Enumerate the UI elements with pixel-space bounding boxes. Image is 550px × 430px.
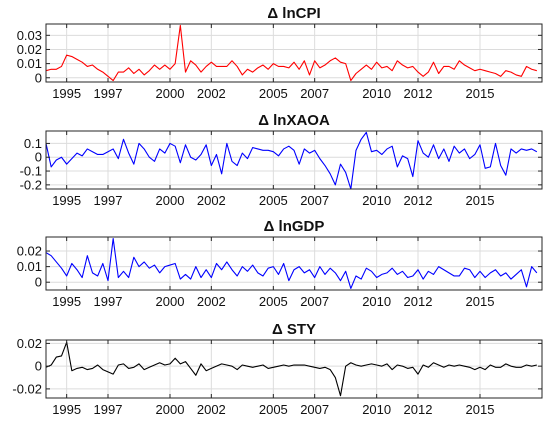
x-tick-label: 2015 [466, 86, 495, 101]
y-tick-label: -0.02 [12, 381, 42, 396]
chart-panel-4: Δ STY -0.02 0 0.02 1995 1997 2000 2002 2005 2007 2… [12, 321, 543, 417]
x-tick-label: 2007 [300, 193, 329, 208]
x-tick-label: 2007 [300, 402, 329, 417]
x-tick-label: 1997 [94, 402, 123, 417]
series-line [45, 131, 538, 190]
x-tick-label: 2015 [466, 294, 495, 309]
panel-title: Δ lnXAOA [258, 112, 330, 129]
y-tick-label: 0.1 [24, 136, 42, 151]
x-tick-label: 2010 [362, 402, 391, 417]
y-tick-label: 0.01 [17, 56, 42, 71]
chart-panel-1: Δ lnCPI 00.010.020.03 1995 1997 2000 2002 2005… [17, 5, 543, 101]
x-tick-label: 2002 [197, 402, 226, 417]
panel-title: Δ lnCPI [267, 5, 320, 22]
y-tick-label: 0.03 [17, 28, 42, 43]
y-tick-label: 0 [35, 150, 42, 165]
series-line [45, 341, 537, 397]
x-tick-label: 1997 [94, 294, 123, 309]
plot-frame [45, 130, 543, 190]
y-tick-label: 0.01 [17, 259, 42, 274]
y-tick-label: 0 [35, 70, 42, 85]
x-tick-label: 2010 [362, 86, 391, 101]
x-tick-label: 2012 [404, 294, 433, 309]
series-line [45, 24, 537, 82]
x-tick-label: 2007 [300, 294, 329, 309]
x-tick-label: 2005 [259, 86, 288, 101]
x-tick-label: 2000 [156, 86, 185, 101]
x-tick-label: 2015 [466, 193, 495, 208]
y-tick-label: -0.2 [20, 177, 42, 192]
chart-panel-3: Δ lnGDP 00.010.02 1995 1997 2000 2002 2005 2007… [17, 218, 543, 309]
x-tick-label: 2000 [156, 193, 185, 208]
x-tick-label: 2012 [404, 86, 433, 101]
x-tick-label: 2007 [300, 86, 329, 101]
x-tick-label: 2012 [404, 193, 433, 208]
y-tick-label: 0.02 [17, 42, 42, 57]
series-line [45, 238, 538, 289]
y-tick-label: 0 [35, 275, 42, 290]
x-tick-label: 2002 [197, 86, 226, 101]
x-tick-label: 1995 [52, 86, 81, 101]
y-tick-label: 0.02 [17, 244, 42, 259]
x-tick-label: 2000 [156, 402, 185, 417]
chart-panel-2: Δ lnXAOA -0.2-0.100.1 1995 1997 2000 2002 2005… [20, 112, 543, 208]
x-tick-label: 2010 [362, 294, 391, 309]
x-tick-label: 1997 [94, 86, 123, 101]
x-tick-label: 2005 [259, 294, 288, 309]
y-tick-label: -0.1 [20, 164, 42, 179]
x-tick-label: 1995 [52, 193, 81, 208]
x-tick-label: 2010 [362, 193, 391, 208]
x-tick-label: 2005 [259, 402, 288, 417]
y-tick-label: 0.02 [17, 336, 42, 351]
plot-frame [45, 339, 543, 399]
y-tick-label: 0 [35, 359, 42, 374]
x-tick-label: 2012 [404, 402, 433, 417]
x-tick-label: 2015 [466, 402, 495, 417]
plot-frame [45, 23, 543, 83]
x-tick-label: 2002 [197, 193, 226, 208]
x-tick-label: 1995 [52, 294, 81, 309]
plot-frame [45, 236, 543, 291]
x-tick-label: 1997 [94, 193, 123, 208]
x-tick-label: 2005 [259, 193, 288, 208]
x-tick-label: 2000 [156, 294, 185, 309]
panel-title: Δ lnGDP [264, 218, 325, 235]
panel-title: Δ STY [272, 321, 316, 338]
x-tick-label: 1995 [52, 402, 81, 417]
x-tick-label: 2002 [197, 294, 226, 309]
